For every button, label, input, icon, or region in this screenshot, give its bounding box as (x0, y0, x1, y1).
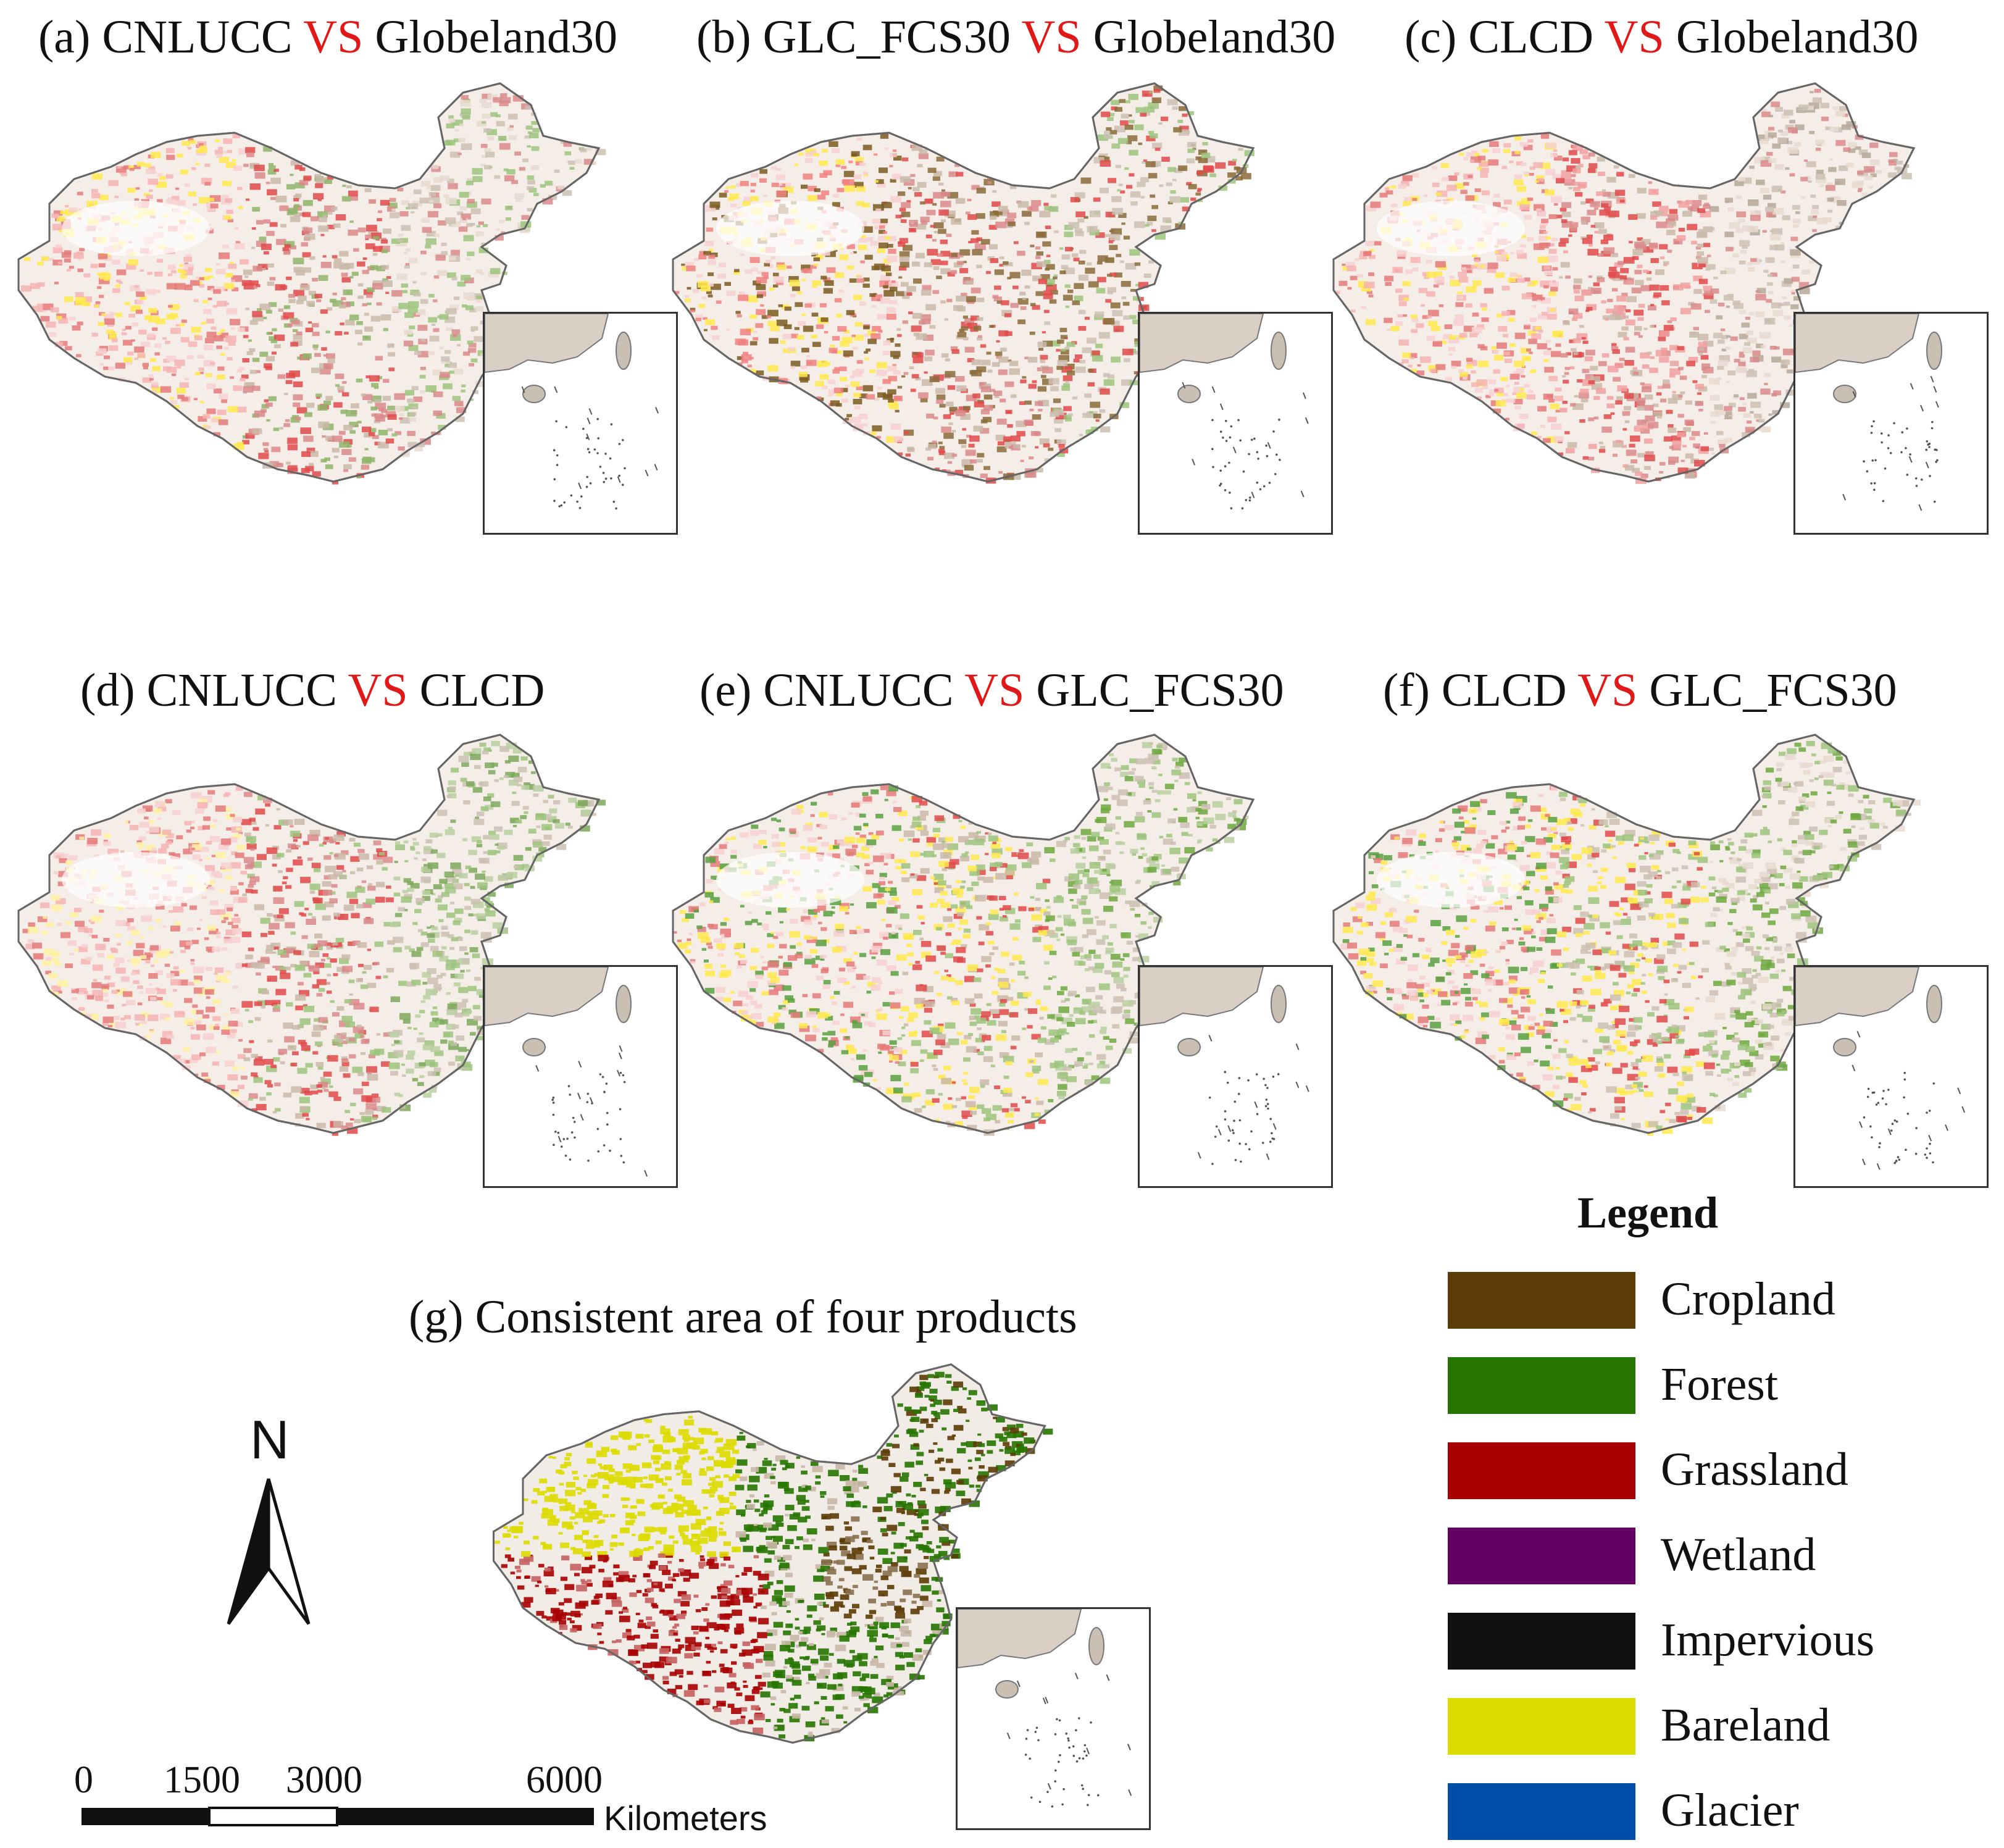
legend-label-cropland: Cropland (1661, 1273, 1835, 1325)
inset-coastline (1795, 314, 1920, 374)
legend-label-wetland: Wetland (1661, 1529, 1816, 1581)
legend-swatch-forest (1448, 1357, 1635, 1414)
panel-title-c: (c) CLCD VS Globeland30 (1405, 11, 1919, 63)
scale-tick-3000: 3000 (286, 1759, 362, 1801)
scale-unit-label: Kilometers (604, 1799, 767, 1838)
inset-a (483, 312, 678, 535)
legend-swatch-cropland (1448, 1272, 1635, 1329)
panel-title-f: (f) CLCD VS GLC_FCS30 (1383, 664, 1897, 716)
panel-title-b: (b) GLC_FCS30 VS Globeland30 (696, 11, 1336, 63)
inset-d (483, 965, 678, 1188)
legend-swatch-impervious (1448, 1613, 1635, 1670)
legend-label-bareland: Bareland (1661, 1699, 1831, 1751)
inset-c (1793, 312, 1989, 535)
map-d (17, 734, 606, 1136)
panel-title-a: (a) CNLUCC VS Globeland30 (38, 11, 617, 63)
consistent-title: (g) Consistent area of four products (409, 1291, 1077, 1343)
panel-title-e: (e) CNLUCC VS GLC_FCS30 (699, 664, 1284, 716)
inset-coastline (485, 967, 609, 1027)
inset-coastline (1140, 967, 1264, 1027)
inset-b (1138, 312, 1333, 535)
legend-label-grassland: Grassland (1661, 1444, 1848, 1495)
inset-coastline (1140, 314, 1264, 374)
legend-label-forest: Forest (1661, 1358, 1778, 1410)
legend-swatch-wetland (1448, 1528, 1635, 1584)
legend-title: Legend (1577, 1188, 1719, 1237)
scale-tick-0: 0 (74, 1759, 93, 1801)
consistent-pixels (495, 1371, 1053, 1742)
legend-label-glacier: Glacier (1661, 1784, 1799, 1836)
map-b (672, 82, 1255, 484)
land-cover-pixels (22, 741, 606, 1136)
legend-swatch-grassland (1448, 1442, 1635, 1499)
inset-coastline (485, 314, 609, 374)
inset-g (956, 1607, 1151, 1830)
inset-coastline (958, 1609, 1082, 1669)
legend-swatch-glacier (1448, 1783, 1635, 1840)
map-g (493, 1363, 1053, 1744)
panel-title-d: (d) CNLUCC VS CLCD (80, 664, 545, 716)
map-e (672, 734, 1255, 1136)
inset-e (1138, 965, 1333, 1188)
north-arrow-label: N (250, 1409, 290, 1470)
scale-tick-6000: 6000 (526, 1759, 603, 1801)
legend-swatch-bareland (1448, 1698, 1635, 1755)
inset-coastline (1795, 967, 1920, 1027)
scale-bar (81, 1807, 594, 1826)
map-a (17, 82, 606, 485)
land-cover-pixels (1335, 88, 1912, 484)
land-cover-pixels (21, 93, 606, 485)
scale-tick-1500: 1500 (164, 1759, 240, 1801)
legend-label-impervious: Impervious (1661, 1614, 1875, 1666)
north-arrow-icon (227, 1478, 311, 1625)
inset-f (1793, 965, 1989, 1188)
